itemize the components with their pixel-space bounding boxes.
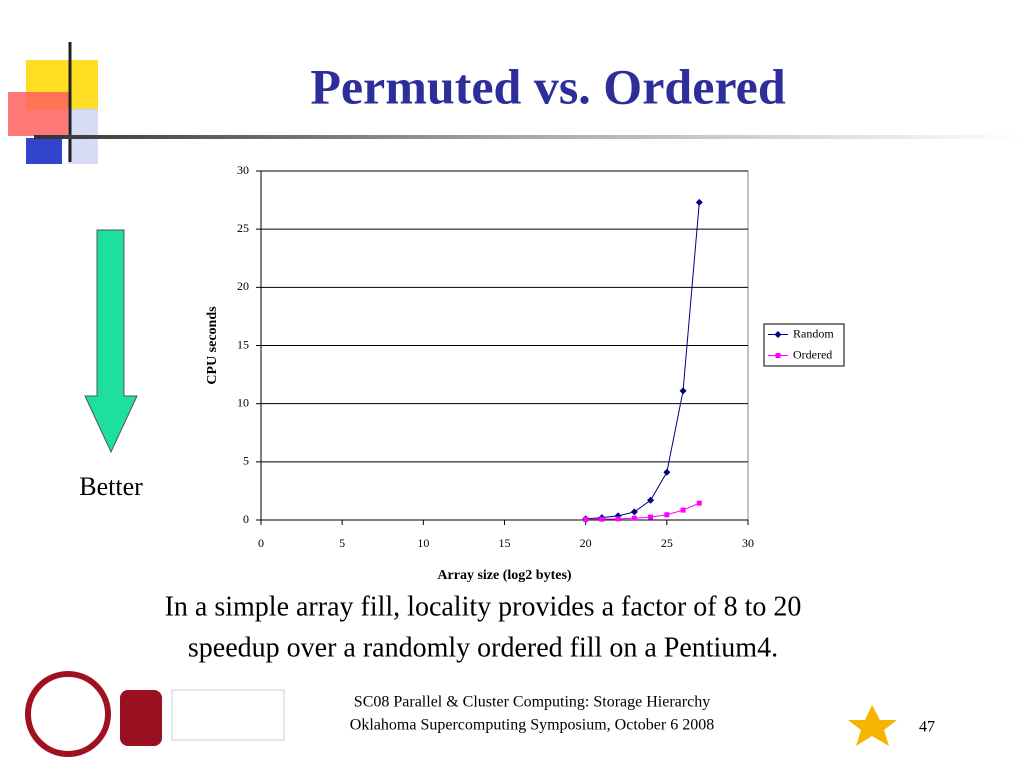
- x-tick-label: 0: [258, 536, 264, 550]
- y-axis-label: CPU seconds: [205, 306, 220, 385]
- series-line: [585, 502, 700, 520]
- data-point: [695, 198, 703, 206]
- y-tick-label: 30: [237, 163, 249, 177]
- arrow-label: Better: [79, 472, 143, 501]
- y-tick-label: 20: [237, 279, 249, 293]
- caption-line: speedup over a randomly ordered fill on …: [188, 632, 778, 663]
- legend-box: [763, 323, 845, 367]
- y-tick-label: 10: [237, 395, 249, 409]
- y-tick-label: 0: [243, 512, 249, 526]
- deco-blue: [26, 138, 62, 164]
- data-point: [630, 508, 638, 516]
- better-arrow: [84, 229, 138, 454]
- x-axis-label: Array size (log2 bytes): [437, 568, 571, 583]
- x-tick-label: 5: [339, 536, 345, 550]
- data-point: [647, 496, 655, 504]
- y-tick-label: 15: [237, 337, 249, 351]
- x-tick-label: 20: [580, 536, 592, 550]
- legend-marker: [775, 353, 781, 358]
- data-point: [583, 516, 589, 522]
- y-tick-label: 25: [237, 221, 249, 235]
- data-point: [664, 512, 670, 518]
- data-point: [679, 387, 687, 395]
- logo-star: [848, 705, 897, 746]
- data-point: [680, 507, 686, 513]
- x-tick-label: 15: [499, 536, 511, 550]
- data-point: [648, 514, 654, 520]
- x-tick-label: 10: [417, 536, 429, 550]
- footer-line: Oklahoma Supercomputing Symposium, Octob…: [350, 717, 714, 734]
- deco-rule: [34, 135, 1024, 139]
- data-point: [663, 468, 671, 476]
- page-number: 47: [919, 719, 935, 736]
- deco-red: [8, 92, 70, 136]
- data-point: [631, 515, 637, 521]
- footer-line: SC08 Parallel & Cluster Computing: Stora…: [354, 694, 710, 711]
- data-point: [599, 516, 605, 522]
- x-tick-label: 25: [661, 536, 673, 550]
- data-point: [615, 516, 621, 522]
- legend-label: Ordered: [793, 347, 832, 361]
- caption-line: In a simple array fill, locality provide…: [165, 591, 802, 622]
- logo-oscer: [25, 671, 111, 757]
- logo-ou: [120, 690, 162, 746]
- x-tick-label: 30: [742, 536, 754, 550]
- slide-title: Permuted vs. Ordered: [310, 58, 786, 114]
- legend-label: Random: [793, 326, 834, 340]
- y-tick-label: 5: [243, 454, 249, 468]
- logo-it: [171, 689, 285, 741]
- logos: [25, 671, 897, 757]
- data-point: [696, 500, 702, 506]
- legend-marker: [774, 331, 782, 338]
